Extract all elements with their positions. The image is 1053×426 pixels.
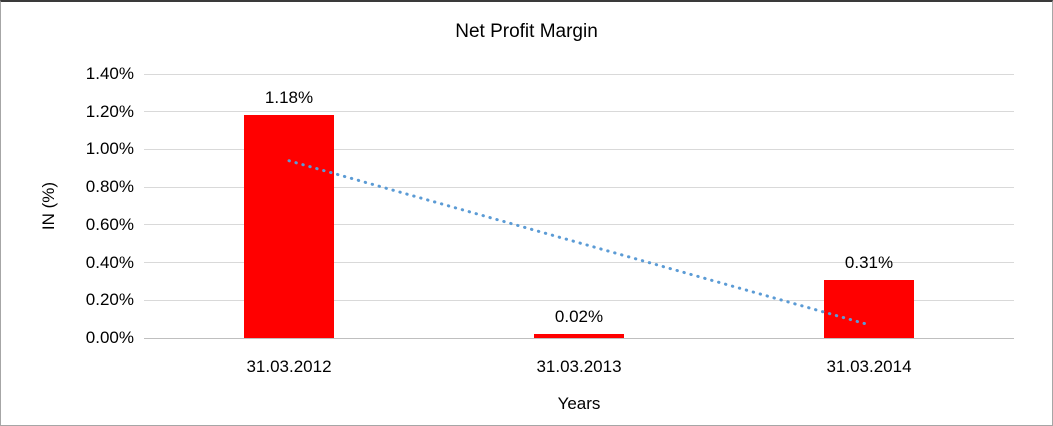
chart-title: Net Profit Margin xyxy=(455,21,598,42)
x-tick-label: 31.03.2014 xyxy=(826,357,912,376)
y-tick-label: 0.40% xyxy=(85,252,134,272)
x-axis-labels: 31.03.2012 31.03.2013 31.03.2014 xyxy=(144,356,1014,378)
gridline xyxy=(144,262,1014,264)
y-tick-label: 0.60% xyxy=(85,214,134,234)
bar-data-label: 1.18% xyxy=(264,88,314,108)
x-tick-label: 31.03.2012 xyxy=(246,357,332,376)
gridline xyxy=(144,73,1014,75)
gridline xyxy=(144,148,1014,150)
gridline xyxy=(144,111,1014,113)
x-tick-label: 31.03.2013 xyxy=(536,357,622,376)
gridline xyxy=(144,186,1014,188)
y-tick-label: 0.80% xyxy=(85,177,134,197)
bar xyxy=(824,279,914,338)
y-tick-label: 1.40% xyxy=(85,64,134,83)
y-axis-labels: 0.00% 0.20% 0.40% 0.60% 0.80% 1.00% 1.20% 1.40% xyxy=(1,64,134,347)
bar-data-label: 0.02% xyxy=(554,307,604,327)
bar-data-label: 0.31% xyxy=(844,252,894,272)
plot-area: 1.18% 0.02% 0.31% xyxy=(144,73,1014,339)
gridline xyxy=(144,337,1014,339)
bar xyxy=(534,334,624,338)
y-tick-label: 1.00% xyxy=(85,139,134,159)
y-tick-label: 1.20% xyxy=(85,101,134,121)
trendline xyxy=(287,159,871,327)
gridline xyxy=(144,224,1014,226)
trendline-path xyxy=(287,159,871,327)
x-axis-title: Years xyxy=(557,394,601,413)
y-tick-label: 0.00% xyxy=(85,328,134,347)
bar xyxy=(244,115,334,338)
gridline xyxy=(144,299,1014,301)
y-tick-label: 0.20% xyxy=(85,290,134,310)
